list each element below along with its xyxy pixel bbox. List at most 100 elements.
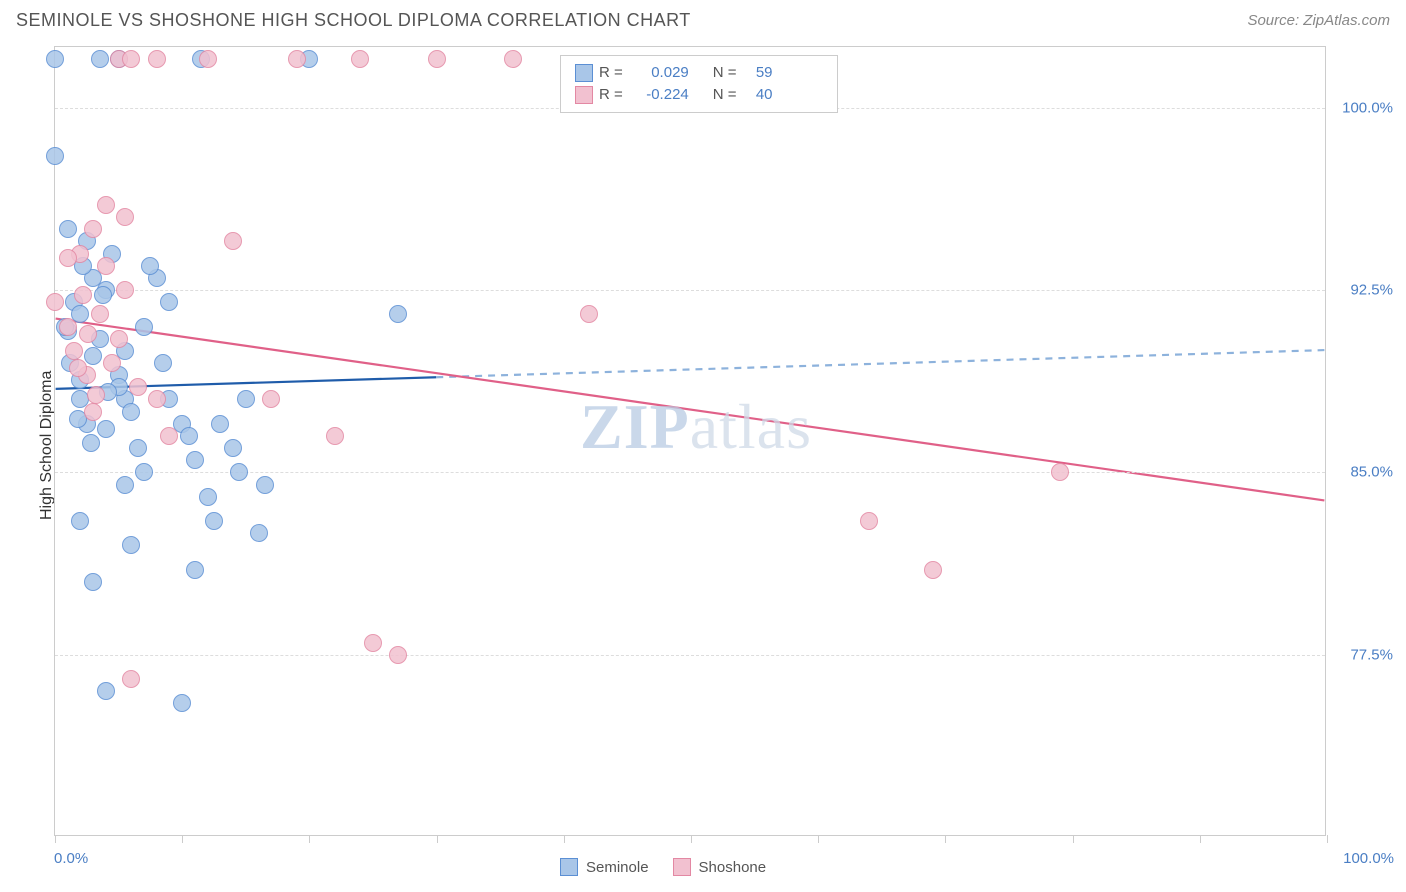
scatter-point bbox=[79, 325, 97, 343]
scatter-point bbox=[91, 305, 109, 323]
scatter-point bbox=[364, 634, 382, 652]
scatter-point bbox=[84, 403, 102, 421]
x-tick bbox=[55, 835, 56, 843]
legend-series-item: Shoshone bbox=[673, 858, 767, 876]
header-row: SEMINOLE VS SHOSHONE HIGH SCHOOL DIPLOMA… bbox=[0, 0, 1406, 37]
scatter-point bbox=[1051, 463, 1069, 481]
scatter-point bbox=[122, 50, 140, 68]
legend-correlation-row: R = 0.029 N = 59 bbox=[575, 62, 823, 84]
scatter-point bbox=[65, 342, 83, 360]
scatter-point bbox=[116, 208, 134, 226]
scatter-point bbox=[46, 50, 64, 68]
x-axis-label-right: 100.0% bbox=[1343, 850, 1394, 867]
x-tick bbox=[1327, 835, 1328, 843]
x-tick bbox=[691, 835, 692, 843]
scatter-point bbox=[351, 50, 369, 68]
scatter-point bbox=[428, 50, 446, 68]
scatter-point bbox=[91, 50, 109, 68]
scatter-point bbox=[74, 286, 92, 304]
legend-n-value: 40 bbox=[743, 84, 773, 106]
gridline-h bbox=[55, 655, 1325, 656]
scatter-point bbox=[389, 646, 407, 664]
scatter-point bbox=[148, 390, 166, 408]
scatter-point bbox=[94, 286, 112, 304]
scatter-point bbox=[82, 434, 100, 452]
legend-n-label: N = bbox=[713, 62, 737, 84]
legend-series-item: Seminole bbox=[560, 858, 649, 876]
x-tick bbox=[945, 835, 946, 843]
legend-swatch bbox=[575, 86, 593, 104]
x-tick bbox=[564, 835, 565, 843]
scatter-point bbox=[924, 561, 942, 579]
legend-correlation-row: R =-0.224N =40 bbox=[575, 84, 823, 106]
scatter-point bbox=[148, 50, 166, 68]
scatter-point bbox=[97, 196, 115, 214]
scatter-point bbox=[173, 694, 191, 712]
scatter-point bbox=[122, 403, 140, 421]
gridline-h bbox=[55, 290, 1325, 291]
x-tick bbox=[309, 835, 310, 843]
legend-r-label: R = bbox=[599, 62, 623, 84]
scatter-point bbox=[211, 415, 229, 433]
legend-series: Seminole Shoshone bbox=[560, 858, 766, 876]
scatter-point bbox=[262, 390, 280, 408]
scatter-point bbox=[97, 682, 115, 700]
scatter-point bbox=[59, 318, 77, 336]
legend-r-value: -0.224 bbox=[629, 84, 689, 106]
scatter-point bbox=[69, 359, 87, 377]
scatter-point bbox=[186, 561, 204, 579]
legend-n-value: 59 bbox=[743, 62, 773, 84]
scatter-point bbox=[580, 305, 598, 323]
scatter-point bbox=[97, 257, 115, 275]
scatter-point bbox=[59, 249, 77, 267]
legend-swatch bbox=[575, 64, 593, 82]
legend-series-label: Shoshone bbox=[699, 859, 767, 876]
scatter-point bbox=[110, 330, 128, 348]
scatter-point bbox=[141, 257, 159, 275]
x-tick bbox=[818, 835, 819, 843]
chart-plot-area: 77.5%85.0%92.5%100.0% bbox=[54, 46, 1326, 836]
x-tick bbox=[182, 835, 183, 843]
scatter-point bbox=[256, 476, 274, 494]
scatter-point bbox=[230, 463, 248, 481]
scatter-point bbox=[224, 439, 242, 457]
scatter-point bbox=[224, 232, 242, 250]
scatter-point bbox=[135, 463, 153, 481]
y-tick-label: 77.5% bbox=[1350, 646, 1393, 663]
scatter-point bbox=[116, 281, 134, 299]
scatter-point bbox=[160, 293, 178, 311]
scatter-point bbox=[237, 390, 255, 408]
scatter-point bbox=[84, 220, 102, 238]
y-tick-label: 92.5% bbox=[1350, 282, 1393, 299]
x-tick bbox=[1073, 835, 1074, 843]
scatter-point bbox=[504, 50, 522, 68]
legend-r-label: R = bbox=[599, 84, 623, 106]
scatter-point bbox=[205, 512, 223, 530]
legend-correlation: R = 0.029 N = 59R = -0.224 N = 40 bbox=[560, 55, 838, 113]
source-label: Source: ZipAtlas.com bbox=[1247, 12, 1390, 29]
trendlines-svg bbox=[55, 47, 1325, 835]
y-tick-label: 85.0% bbox=[1350, 464, 1393, 481]
scatter-point bbox=[129, 439, 147, 457]
scatter-point bbox=[129, 378, 147, 396]
scatter-point bbox=[180, 427, 198, 445]
scatter-point bbox=[154, 354, 172, 372]
legend-swatch bbox=[560, 858, 578, 876]
scatter-point bbox=[199, 488, 217, 506]
scatter-point bbox=[186, 451, 204, 469]
legend-r-value: 0.029 bbox=[629, 62, 689, 84]
plot-layer: 77.5%85.0%92.5%100.0% bbox=[55, 47, 1325, 835]
x-tick bbox=[1200, 835, 1201, 843]
scatter-point bbox=[160, 427, 178, 445]
scatter-point bbox=[46, 293, 64, 311]
scatter-point bbox=[250, 524, 268, 542]
scatter-point bbox=[122, 536, 140, 554]
scatter-point bbox=[103, 354, 121, 372]
y-tick-label: 100.0% bbox=[1342, 99, 1393, 116]
scatter-point bbox=[59, 220, 77, 238]
scatter-point bbox=[135, 318, 153, 336]
x-axis-label-left: 0.0% bbox=[54, 850, 88, 867]
scatter-point bbox=[860, 512, 878, 530]
legend-series-label: Seminole bbox=[586, 859, 649, 876]
scatter-point bbox=[199, 50, 217, 68]
